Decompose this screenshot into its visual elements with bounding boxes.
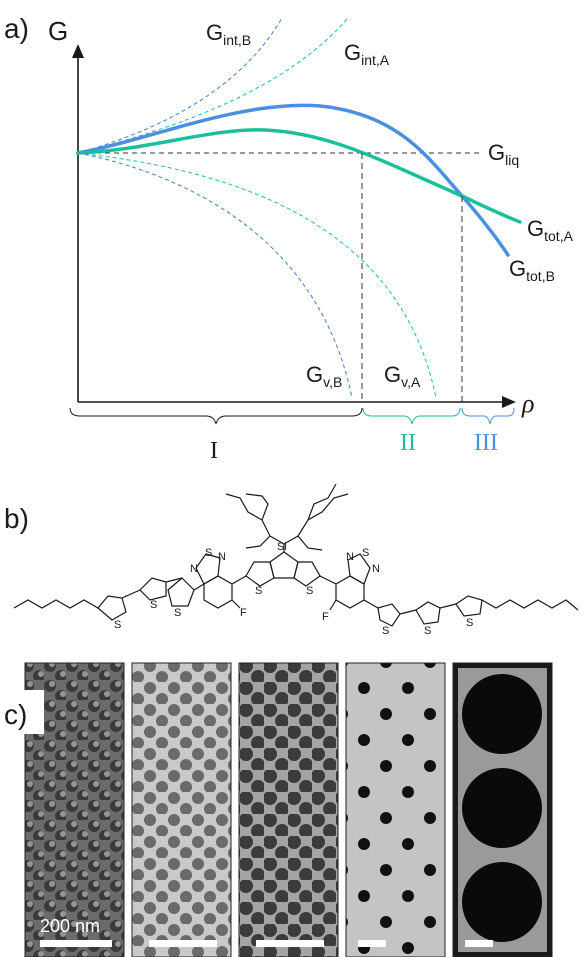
brace-region-1 [69,407,363,425]
gv-b-label: Gv,B [306,362,342,390]
sem-image-4 [345,662,446,957]
x-axis-arrow-icon [502,396,516,408]
atom-s-thio-3: S [174,607,181,619]
atom-s-thio-4: S [382,625,389,637]
scale-bar-3 [256,940,324,947]
scale-bar-label: 200 nm [40,916,100,936]
gint-a-label: Gint,A [344,40,390,68]
scale-bar-1 [40,940,112,947]
region-3-label: III [474,430,498,456]
atom-s-thio-2: S [150,599,157,611]
panel-c: c) 200 nm [0,662,553,957]
molecule-structure [13,483,579,627]
sem-image-5 [452,662,553,957]
atom-n-left-2: N [218,551,226,563]
atom-n-left-1: N [190,563,198,575]
panel-a-label: a) [4,13,29,44]
gliq-label: Gliq [488,140,519,168]
atom-s-left-btd: S [205,547,212,559]
gtot-a-curve [76,128,522,224]
scale-bar-2 [149,940,217,947]
atom-n-right-2: N [372,563,380,575]
atom-f-left: F [240,607,247,619]
brace-region-3 [461,407,515,425]
atom-si: Si [277,541,287,553]
panel-c-label-bg [0,690,44,734]
gint-b-curve [77,17,283,154]
brace-region-2 [362,407,461,425]
atom-s-core-left: S [255,585,262,597]
gv-a-label: Gv,A [384,362,421,390]
y-axis-label: G [48,16,68,46]
scale-bar-4 [358,940,386,947]
gv-b-curve [77,152,353,399]
atom-s-thio-5: S [424,625,431,637]
gv-a-curve [77,152,437,399]
panel-a: a) G ρ Gint,B Gint,A Gliq Gtot,A Gtot,B … [4,13,574,464]
sem-image-2 [131,662,232,957]
atom-s-core-right: S [306,585,313,597]
atom-s-thio-6: S [466,617,473,629]
gint-b-label: Gint,B [206,20,251,48]
atom-s-right-btd: S [362,547,369,559]
scale-bar-5 [465,940,493,947]
atom-n-right-1: N [346,551,354,563]
atom-s-thio-1: S [114,619,121,631]
panel-c-label: c) [4,699,27,730]
panel-b: b) [4,483,579,637]
sem-image-3 [238,662,339,957]
region-1-label: I [210,438,218,464]
x-axis-label: ρ [521,389,534,418]
y-axis-arrow-icon [72,44,84,58]
gtot-b-label: Gtot,B [509,256,555,284]
region-2-label: II [400,430,416,456]
gtot-b-curve [76,103,510,257]
panel-b-label: b) [4,503,29,534]
gtot-a-label: Gtot,A [527,216,574,244]
atom-f-right: F [322,611,329,623]
